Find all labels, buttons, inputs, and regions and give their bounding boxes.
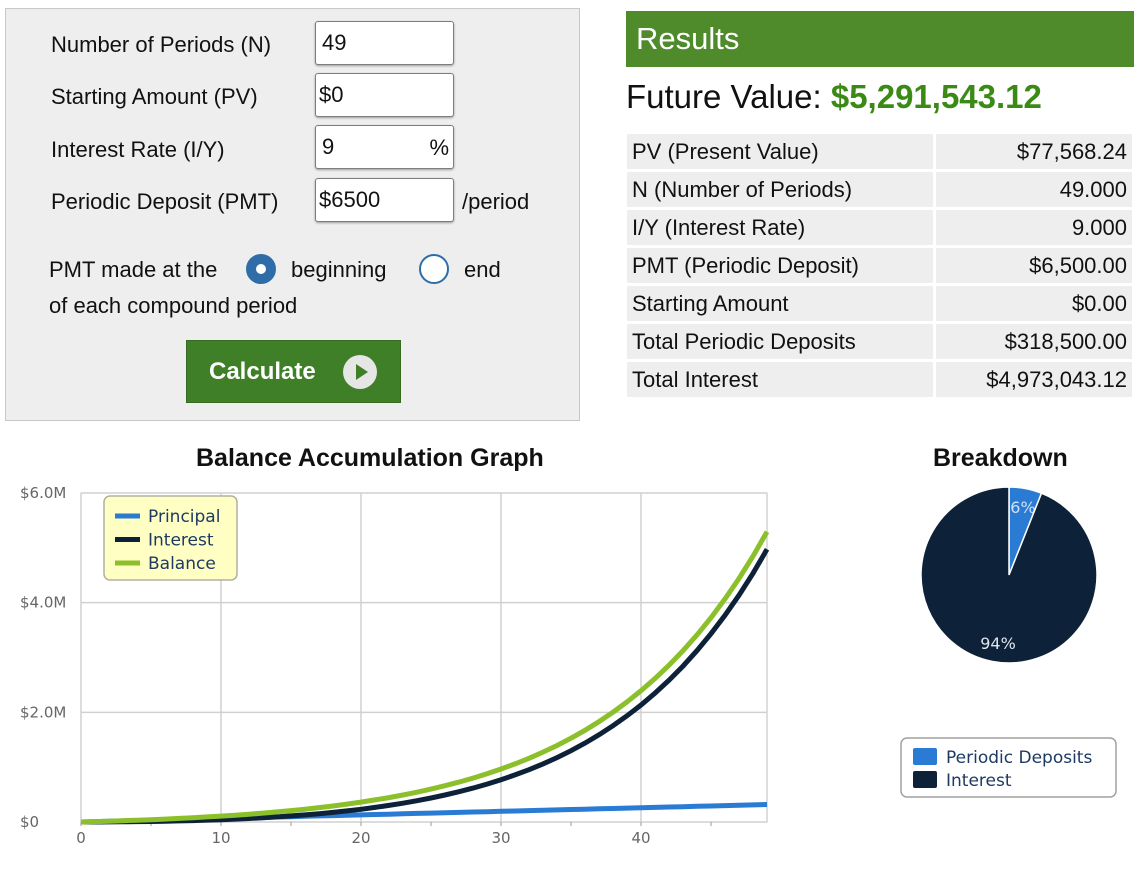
timing-beginning-radio[interactable] [246,254,276,284]
results-row: I/Y (Interest Rate) 9.000 [627,210,1132,245]
result-value: $318,500.00 [933,324,1132,359]
balance-series-line [80,530,770,825]
results-row: Starting Amount $0.00 [627,286,1132,321]
y-tick-label: $0 [20,813,39,831]
legend-label: Periodic Deposits [946,748,1092,768]
timing-end-radio[interactable] [419,254,449,284]
x-tick-label: 0 [76,829,86,847]
result-value: 9.000 [933,210,1132,245]
x-tick-label: 10 [211,829,230,847]
result-value: $4,973,043.12 [933,362,1132,397]
periodic-deposit-field-box [315,178,454,222]
balance-graph-title: Balance Accumulation Graph [196,444,544,472]
results-row: Total Periodic Deposits $318,500.00 [627,324,1132,359]
results-row: PMT (Periodic Deposit) $6,500.00 [627,248,1132,283]
results-row: PV (Present Value) $77,568.24 [627,134,1132,169]
timing-prefix: PMT made at the [49,257,218,282]
result-label: N (Number of Periods) [627,172,934,207]
legend-box [900,737,1117,798]
x-tick-label: 40 [631,829,650,847]
result-label: PMT (Periodic Deposit) [627,248,934,283]
calculate-label: Calculate [209,357,316,385]
interest-rate-label: Interest Rate (I/Y) [51,137,225,162]
pie-chart-legend: Periodic Deposits Interest [900,737,1117,798]
legend-swatch [913,748,937,765]
interest-series-line [81,548,770,825]
x-tick-label: 20 [351,829,370,847]
timing-beginning-label[interactable]: beginning [291,257,387,282]
legend-label: Balance [148,554,216,574]
interest-rate-field-box: % [315,125,454,169]
percent-unit: % [429,135,449,160]
results-table: PV (Present Value) $77,568.24 N (Number o… [627,131,1132,400]
legend-label: Principal [148,507,220,527]
future-value-amount: $5,291,543.12 [830,78,1042,115]
y-tick-label: $2.0M [20,703,66,721]
starting-amount-field-box [315,73,454,117]
result-value: 49.000 [933,172,1132,207]
periodic-deposit-label: Periodic Deposit (PMT) [51,189,279,214]
result-label: PV (Present Value) [627,134,934,169]
y-tick-label: $4.0M [20,594,66,612]
result-value: $77,568.24 [933,134,1132,169]
breakdown-pie-chart: 6% 94% Periodic Deposits Interest [900,486,1117,798]
periodic-deposit-input[interactable] [319,187,437,213]
pie-slice [920,486,1098,664]
result-label: Total Periodic Deposits [627,324,934,359]
play-arrow-icon [343,355,377,389]
periods-label: Number of Periods (N) [51,32,272,57]
y-tick-label: $6.0M [20,484,66,502]
future-value-label: Future Value: [626,78,822,115]
results-row: Total Interest $4,973,043.12 [627,362,1132,397]
line-chart-legend: Principal Interest Balance [103,495,238,581]
calculate-button[interactable]: Calculate [186,340,401,403]
periods-field-box [315,21,454,65]
balance-accumulation-graph: 0 10 20 30 40 $0 $2.0M $4.0M $6.0M Principal Inter… [20,484,770,847]
results-row: N (Number of Periods) 49.000 [627,172,1132,207]
results-header: Results [626,11,1134,67]
timing-end-label[interactable]: end [464,257,501,282]
starting-amount-label: Starting Amount (PV) [51,84,258,109]
interest-rate-input[interactable] [322,134,412,160]
per-period-suffix: /period [462,189,530,214]
legend-label: Interest [946,771,1012,791]
result-label: I/Y (Interest Rate) [627,210,934,245]
result-label: Starting Amount [627,286,934,321]
periods-input[interactable] [322,30,440,56]
result-label: Total Interest [627,362,934,397]
starting-amount-input[interactable] [319,82,437,108]
timing-suffix: of each compound period [49,293,298,318]
legend-label: Interest [148,531,214,551]
legend-swatch [913,771,937,788]
breakdown-title: Breakdown [933,444,1068,472]
result-value: $0.00 [933,286,1132,321]
result-value: $6,500.00 [933,248,1132,283]
input-panel: Number of Periods (N) Starting Amount (P… [5,8,580,421]
future-value: Future Value: $5,291,543.12 [626,78,1042,116]
x-tick-label: 30 [491,829,510,847]
pie-slice-label: 6% [1010,498,1035,517]
pie-slice-label: 94% [980,634,1016,653]
